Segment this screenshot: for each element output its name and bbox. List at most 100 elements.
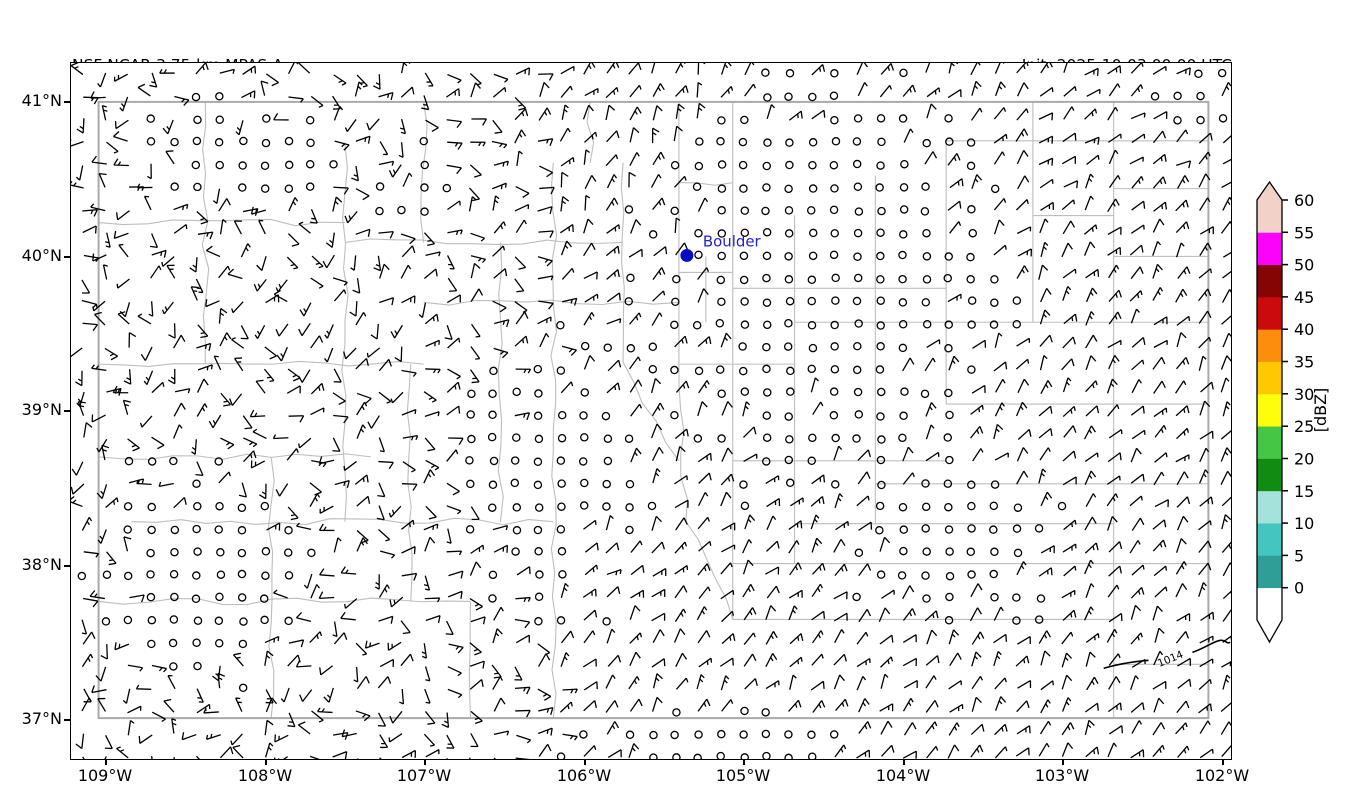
wind-barb — [421, 643, 428, 659]
wind-barb — [1038, 630, 1052, 644]
calm-wind-circle — [830, 342, 839, 351]
wind-barb — [696, 606, 708, 621]
wind-barb — [1039, 87, 1054, 97]
x-tick-label: 102°W — [1194, 766, 1250, 785]
calm-wind-circle — [762, 298, 772, 307]
wind-barb — [82, 322, 98, 332]
wind-barb — [606, 292, 621, 303]
calm-wind-circle — [284, 616, 293, 626]
wind-barb — [295, 659, 312, 668]
calm-wind-circle — [852, 296, 862, 306]
wind-barb — [1175, 242, 1185, 258]
wind-barb — [537, 316, 552, 325]
wind-barb — [514, 686, 531, 695]
wind-barb — [1084, 452, 1099, 462]
wind-barb — [425, 614, 441, 624]
wind-barb — [218, 265, 231, 279]
wind-barb — [1108, 133, 1122, 143]
wind-barb — [295, 611, 312, 623]
wind-barb — [425, 339, 440, 347]
wind-barb — [1175, 356, 1190, 370]
calm-wind-circle — [717, 116, 726, 125]
wind-barb — [1198, 310, 1212, 324]
wind-barb — [630, 589, 645, 599]
calm-wind-circle — [648, 364, 658, 374]
wind-barb — [400, 86, 415, 98]
wind-barb — [1130, 604, 1142, 620]
wind-barb — [97, 529, 107, 544]
wind-barb — [309, 631, 323, 643]
wind-barb — [947, 88, 962, 99]
x-tick-label: 103°W — [1034, 766, 1090, 785]
calm-wind-circle — [556, 616, 566, 625]
wind-barb — [537, 643, 551, 656]
calm-wind-circle — [738, 342, 747, 351]
wind-barb — [173, 496, 187, 509]
wind-barb — [104, 734, 113, 750]
wind-barb — [196, 755, 200, 759]
wind-barb — [189, 257, 198, 273]
wind-barb — [515, 311, 529, 325]
wind-barb — [219, 332, 232, 347]
wind-barb — [441, 712, 450, 728]
wind-barb — [696, 102, 706, 119]
wind-barb — [113, 73, 129, 82]
wind-barb — [925, 721, 938, 734]
wind-barb — [276, 346, 288, 362]
wind-barb — [926, 87, 941, 98]
wind-barb — [377, 482, 386, 498]
wind-barb — [993, 633, 1008, 644]
wind-barb — [972, 448, 984, 462]
x-tick-mark — [1222, 760, 1224, 765]
calm-wind-circle — [852, 592, 861, 602]
wind-barb — [1084, 542, 1099, 554]
wind-barb — [811, 64, 826, 76]
wind-barb — [265, 689, 274, 704]
calm-wind-circle — [784, 412, 793, 421]
calm-wind-circle — [854, 319, 863, 328]
wind-barb — [446, 550, 463, 556]
wind-barb — [379, 658, 394, 668]
wind-barb — [1198, 540, 1212, 553]
map-plot-area: 1014 Boulder — [70, 62, 1232, 760]
wind-barb — [97, 697, 107, 712]
calm-wind-circle — [146, 592, 156, 602]
wind-barb — [606, 174, 618, 189]
wind-barb — [448, 570, 464, 579]
wind-barb — [583, 700, 597, 712]
wind-barb — [1107, 198, 1120, 213]
wind-barb — [562, 733, 578, 741]
wind-barb — [81, 516, 93, 531]
wind-barb — [811, 537, 823, 553]
wind-barb — [1107, 742, 1117, 758]
wind-barb — [446, 405, 461, 416]
wind-barb — [651, 127, 660, 144]
calm-wind-circle — [307, 548, 316, 558]
wind-barb — [373, 74, 381, 90]
wind-barb — [675, 517, 688, 531]
wind-barb — [583, 681, 598, 691]
calm-wind-circle — [761, 68, 770, 77]
wind-barb — [325, 232, 335, 248]
wind-barb — [1130, 675, 1139, 691]
wind-barb — [493, 730, 510, 736]
colorbar-tick-label: 15 — [1294, 482, 1314, 501]
wind-barb — [971, 80, 982, 96]
wind-barb — [651, 446, 664, 462]
wind-barb — [203, 708, 219, 714]
wind-barb — [514, 666, 523, 681]
wind-barb — [651, 588, 666, 598]
wind-barb — [356, 401, 368, 416]
wind-barb — [1085, 287, 1098, 303]
wind-barb — [168, 323, 176, 339]
wind-barb — [400, 653, 414, 667]
wind-barb — [1198, 703, 1213, 714]
wind-barb — [388, 733, 403, 743]
wind-barb — [537, 688, 552, 701]
calm-wind-circle — [831, 480, 840, 489]
wind-barb — [561, 104, 569, 120]
calm-wind-circle — [625, 730, 635, 740]
wind-barb — [924, 610, 939, 622]
wind-barb — [275, 279, 288, 293]
wind-barb — [697, 698, 711, 712]
